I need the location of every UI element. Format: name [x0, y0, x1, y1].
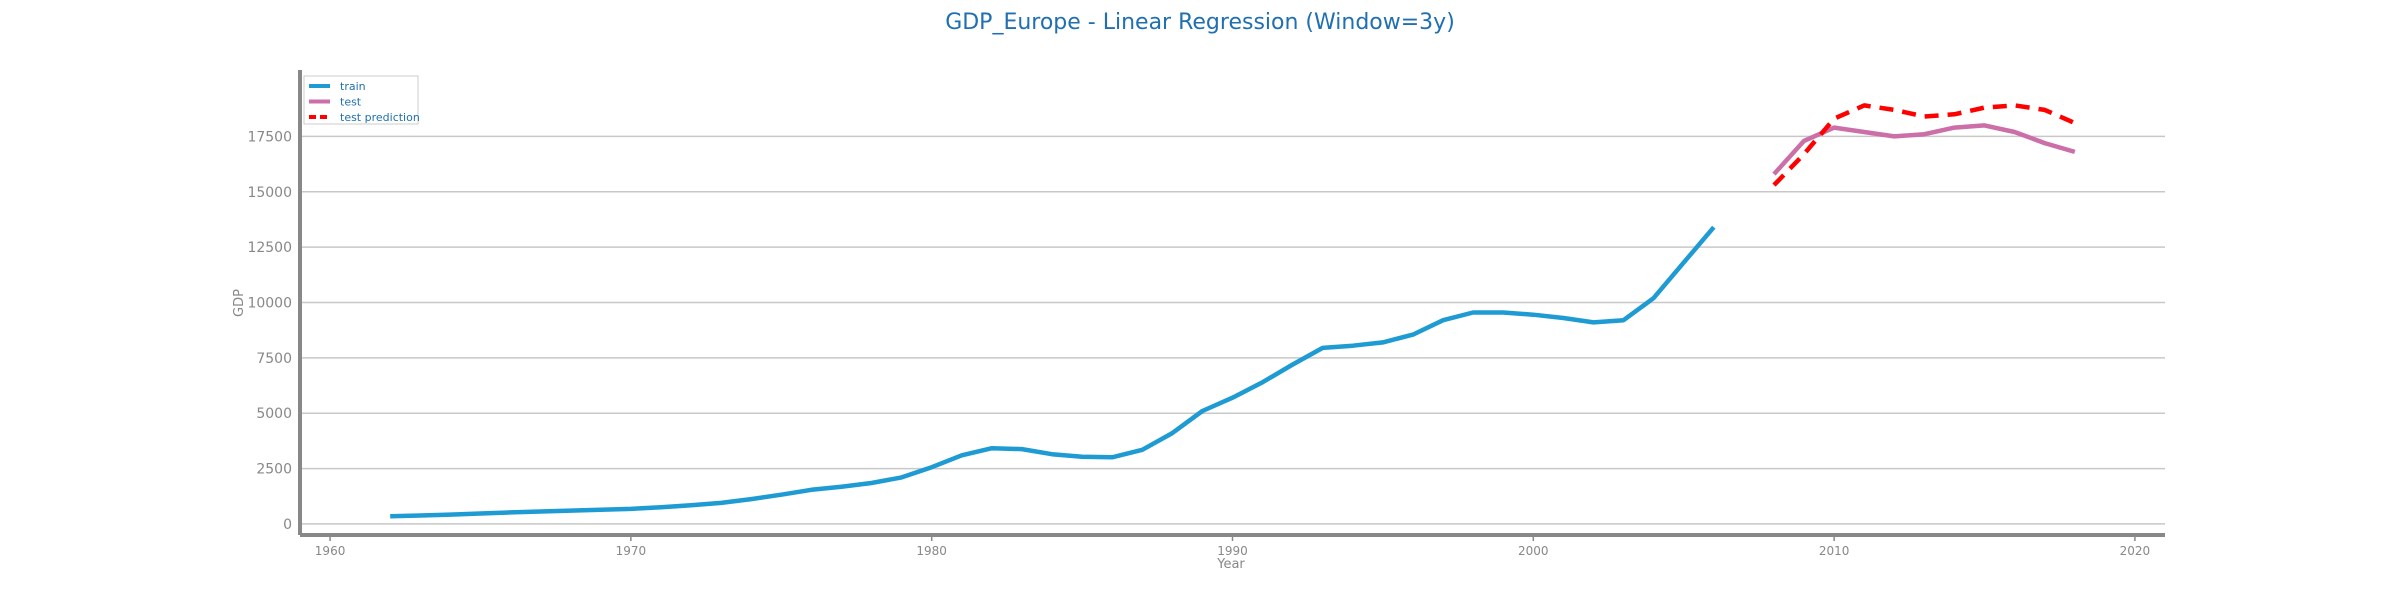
- x-axis-label: Year: [1216, 557, 1245, 572]
- y-tick-label: 0: [283, 517, 292, 533]
- y-tick-labels: 0 2500 5000 7500 10000 12500 15000 17500: [247, 129, 292, 533]
- x-tick-label: 1990: [1217, 544, 1248, 558]
- legend-label: test prediction: [340, 111, 420, 124]
- y-tick-label: 12500: [247, 240, 292, 256]
- y-tick-label: 17500: [247, 129, 292, 145]
- legend-label: test: [340, 96, 362, 109]
- grid: [300, 135, 2165, 525]
- series-lines: [390, 103, 2076, 519]
- x-tick-label: 2000: [1518, 544, 1549, 558]
- legend-label: train: [340, 80, 366, 93]
- y-tick-label: 15000: [247, 185, 292, 201]
- x-tick-label: 1960: [315, 544, 346, 558]
- y-tick-label: 5000: [256, 406, 292, 422]
- x-tick-label: 1980: [916, 544, 947, 558]
- series-line-test: [1772, 123, 2076, 176]
- x-tick-label: 1970: [616, 544, 647, 558]
- chart-title: GDP_Europe - Linear Regression (Window=3…: [945, 10, 1455, 35]
- y-tick-label: 10000: [247, 296, 292, 312]
- legend: train test test prediction: [303, 75, 420, 125]
- y-tick-label: 2500: [256, 462, 292, 478]
- x-tick-label: 2020: [2120, 544, 2151, 558]
- y-axis-label: GDP: [232, 289, 247, 317]
- x-tick-labels: 1960 1970 1980 1990 2000 2010 2020: [315, 535, 2150, 558]
- y-tick-label: 7500: [256, 351, 292, 367]
- x-tick-label: 2010: [1819, 544, 1850, 558]
- series-line-test-prediction: [1772, 103, 2076, 187]
- series-line-train: [390, 225, 1716, 519]
